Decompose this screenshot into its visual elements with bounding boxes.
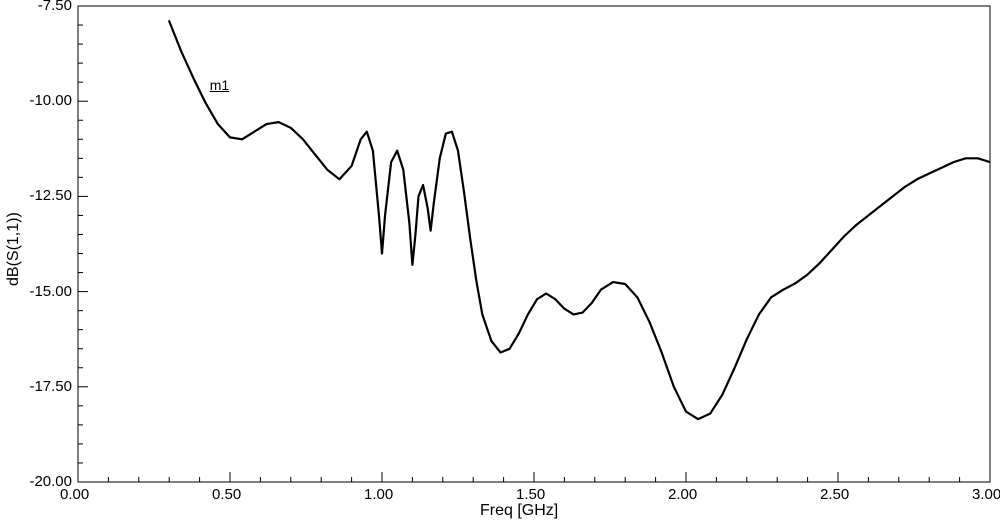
x-tick-label: 1.00 bbox=[364, 486, 393, 503]
y-tick-label: -10.00 bbox=[29, 92, 72, 109]
x-tick-label: 1.50 bbox=[516, 486, 545, 503]
x-tick-label: 2.00 bbox=[668, 486, 697, 503]
chart-container: dB(S(1,1)) Freq [GHz] m1 0.000.501.001.5… bbox=[0, 0, 1000, 527]
x-tick-label: 0.50 bbox=[212, 486, 241, 503]
x-tick-label: 2.50 bbox=[820, 486, 849, 503]
chart-svg bbox=[0, 0, 1000, 527]
y-tick-label: -12.50 bbox=[29, 187, 72, 204]
y-tick-label: -7.50 bbox=[38, 0, 72, 14]
y-tick-label: -20.00 bbox=[29, 473, 72, 490]
y-tick-label: -17.50 bbox=[29, 378, 72, 395]
marker-m1-label: m1 bbox=[210, 77, 229, 93]
x-tick-label: 3.00 bbox=[972, 486, 1000, 503]
y-axis-label: dB(S(1,1)) bbox=[5, 212, 23, 286]
x-axis-label: Freq [GHz] bbox=[480, 502, 558, 520]
y-tick-label: -15.00 bbox=[29, 283, 72, 300]
